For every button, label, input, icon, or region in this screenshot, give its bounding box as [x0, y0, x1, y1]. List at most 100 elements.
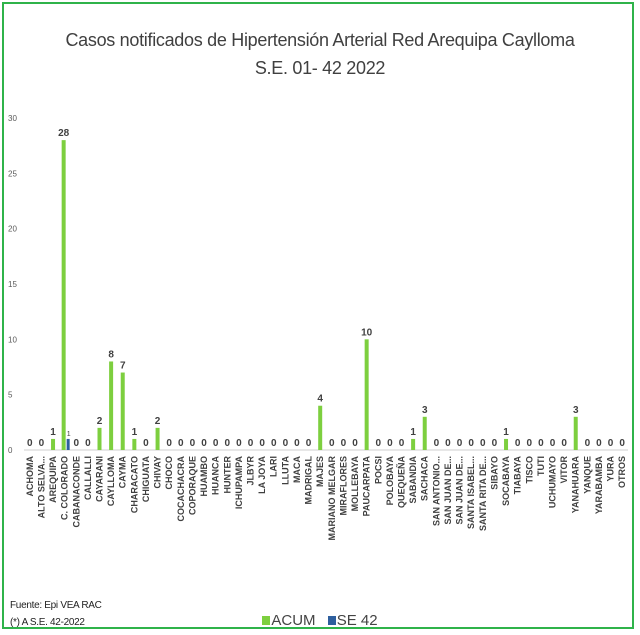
data-label-acum: 0 — [224, 438, 230, 449]
data-label-acum: 0 — [190, 438, 196, 449]
data-label-acum: 0 — [329, 438, 335, 449]
data-label-acum: 0 — [619, 438, 625, 449]
data-label-acum: 0 — [399, 438, 405, 449]
x-tick-label: JLBYR — [246, 456, 256, 486]
x-tick-label: COCACHACRA — [176, 456, 186, 522]
y-tick-label: 10 — [8, 335, 17, 344]
data-label-acum: 0 — [445, 438, 451, 449]
legend-item-se42: SE 42 — [327, 612, 378, 629]
data-label-acum: 7 — [120, 361, 126, 372]
data-label-se42: 1 — [67, 431, 71, 438]
x-tick-label: CALLALLI — [83, 456, 93, 500]
data-label-acum: 0 — [608, 438, 614, 449]
x-tick-label: CHOCO — [164, 456, 174, 490]
bar-acum — [109, 361, 114, 450]
x-tick-label: MIRAFLORES — [338, 456, 348, 516]
bar-acum — [504, 438, 509, 450]
x-tick-label: HUAMBO — [199, 456, 209, 497]
data-label-acum: 8 — [108, 349, 114, 360]
data-label-acum: 2 — [155, 416, 161, 427]
bar-acum — [411, 438, 416, 450]
x-tick-label: ACHOMA — [25, 456, 35, 497]
x-tick-label: CAYMA — [118, 456, 128, 489]
x-tick-label: MACA — [292, 456, 302, 483]
period-note: (*) A S.E. 42-2022 — [10, 617, 85, 628]
x-tick-label: SOCABAYA — [501, 456, 511, 506]
bar-acum — [51, 438, 56, 450]
bar-acum — [422, 416, 427, 450]
y-tick-label: 30 — [8, 114, 17, 123]
data-label-acum: 1 — [50, 427, 56, 438]
chart-frame — [2, 2, 634, 629]
bar-acum — [120, 372, 125, 450]
x-tick-label: CAYLLOMA — [106, 456, 116, 507]
data-label-acum: 28 — [58, 128, 70, 139]
y-tick-label: 0 — [8, 446, 13, 455]
bar-acum — [61, 140, 66, 450]
data-label-acum: 0 — [201, 438, 207, 449]
bar-acum — [132, 438, 137, 450]
data-label-acum: 0 — [596, 438, 602, 449]
y-tick-label: 25 — [8, 169, 17, 178]
x-tick-label: CAYARANI — [95, 456, 105, 502]
data-label-acum: 0 — [375, 438, 381, 449]
data-label-acum: 0 — [387, 438, 393, 449]
x-tick-label: SIBAYO — [489, 456, 499, 490]
data-label-acum: 0 — [550, 438, 556, 449]
x-tick-label: MOLLEBAYA — [350, 456, 360, 512]
x-tick-label: COPORAQUE — [187, 456, 197, 515]
x-tick-label: UCHUMAYO — [548, 456, 558, 508]
x-tick-label: CHARACATO — [129, 456, 139, 513]
x-tick-label: LARI — [269, 456, 279, 477]
x-tick-label: TIABAYA — [513, 456, 523, 495]
x-tick-label: MADRIGAL — [304, 456, 314, 505]
x-tick-label: SAN ANTONIO... — [431, 456, 441, 526]
bar-acum — [318, 405, 323, 450]
data-label-acum: 0 — [352, 438, 358, 449]
data-label-acum: 0 — [515, 438, 521, 449]
x-tick-label: PAUCARPATA — [362, 455, 372, 516]
x-tick-label: SABANDIA — [408, 456, 418, 504]
legend-swatch-acum — [262, 616, 271, 625]
data-label-acum: 0 — [166, 438, 172, 449]
data-label-acum: 0 — [480, 438, 486, 449]
x-tick-label: SANTA ISABEL... — [466, 456, 476, 529]
data-label-acum: 0 — [294, 438, 300, 449]
legend-swatch-se42 — [327, 616, 336, 625]
data-label-acum: 0 — [434, 438, 440, 449]
chart-subtitle: S.E. 01- 42 2022 — [254, 58, 386, 78]
bar-acum — [97, 427, 102, 450]
x-tick-label: SAN JUAN DE... — [455, 456, 465, 525]
x-tick-label: ICHUPAMPA — [234, 456, 244, 510]
source-note: Fuente: Epi VEA RAC — [10, 600, 102, 611]
data-label-acum: 0 — [39, 438, 45, 449]
bar-acum — [573, 416, 578, 450]
x-tick-label: OTROS — [617, 456, 627, 488]
x-tick-label: CHIVAY — [153, 456, 163, 489]
data-label-acum: 0 — [73, 438, 79, 449]
data-label-acum: 0 — [143, 438, 149, 449]
x-tick-label: POCSI — [373, 456, 383, 484]
x-tick-label: SANTA RITA DE... — [478, 456, 488, 531]
x-tick-label: POLOBAYA — [385, 456, 395, 506]
data-label-acum: 0 — [526, 438, 532, 449]
data-label-acum: 0 — [248, 438, 254, 449]
data-label-acum: 0 — [85, 438, 91, 449]
x-tick-label: TISCO — [524, 456, 534, 484]
data-label-acum: 1 — [410, 427, 416, 438]
x-tick-label: VITOR — [559, 456, 569, 484]
y-tick-label: 20 — [8, 225, 17, 234]
x-tick-label: YARABAMBA — [594, 456, 604, 515]
x-tick-label: MAJES — [315, 456, 325, 487]
x-tick-label: LLUTA — [280, 456, 290, 485]
data-label-acum: 0 — [283, 438, 289, 449]
y-tick-label: 15 — [8, 280, 17, 289]
legend-item-acum: ACUM — [262, 612, 316, 629]
bar-se42 — [66, 438, 70, 450]
x-tick-label: CHIGUATA — [141, 456, 151, 503]
bar-acum — [155, 427, 160, 450]
x-tick-label: HUNTER — [222, 456, 232, 494]
x-tick-label: QUEQUEÑA — [397, 456, 407, 509]
data-label-acum: 0 — [457, 438, 463, 449]
